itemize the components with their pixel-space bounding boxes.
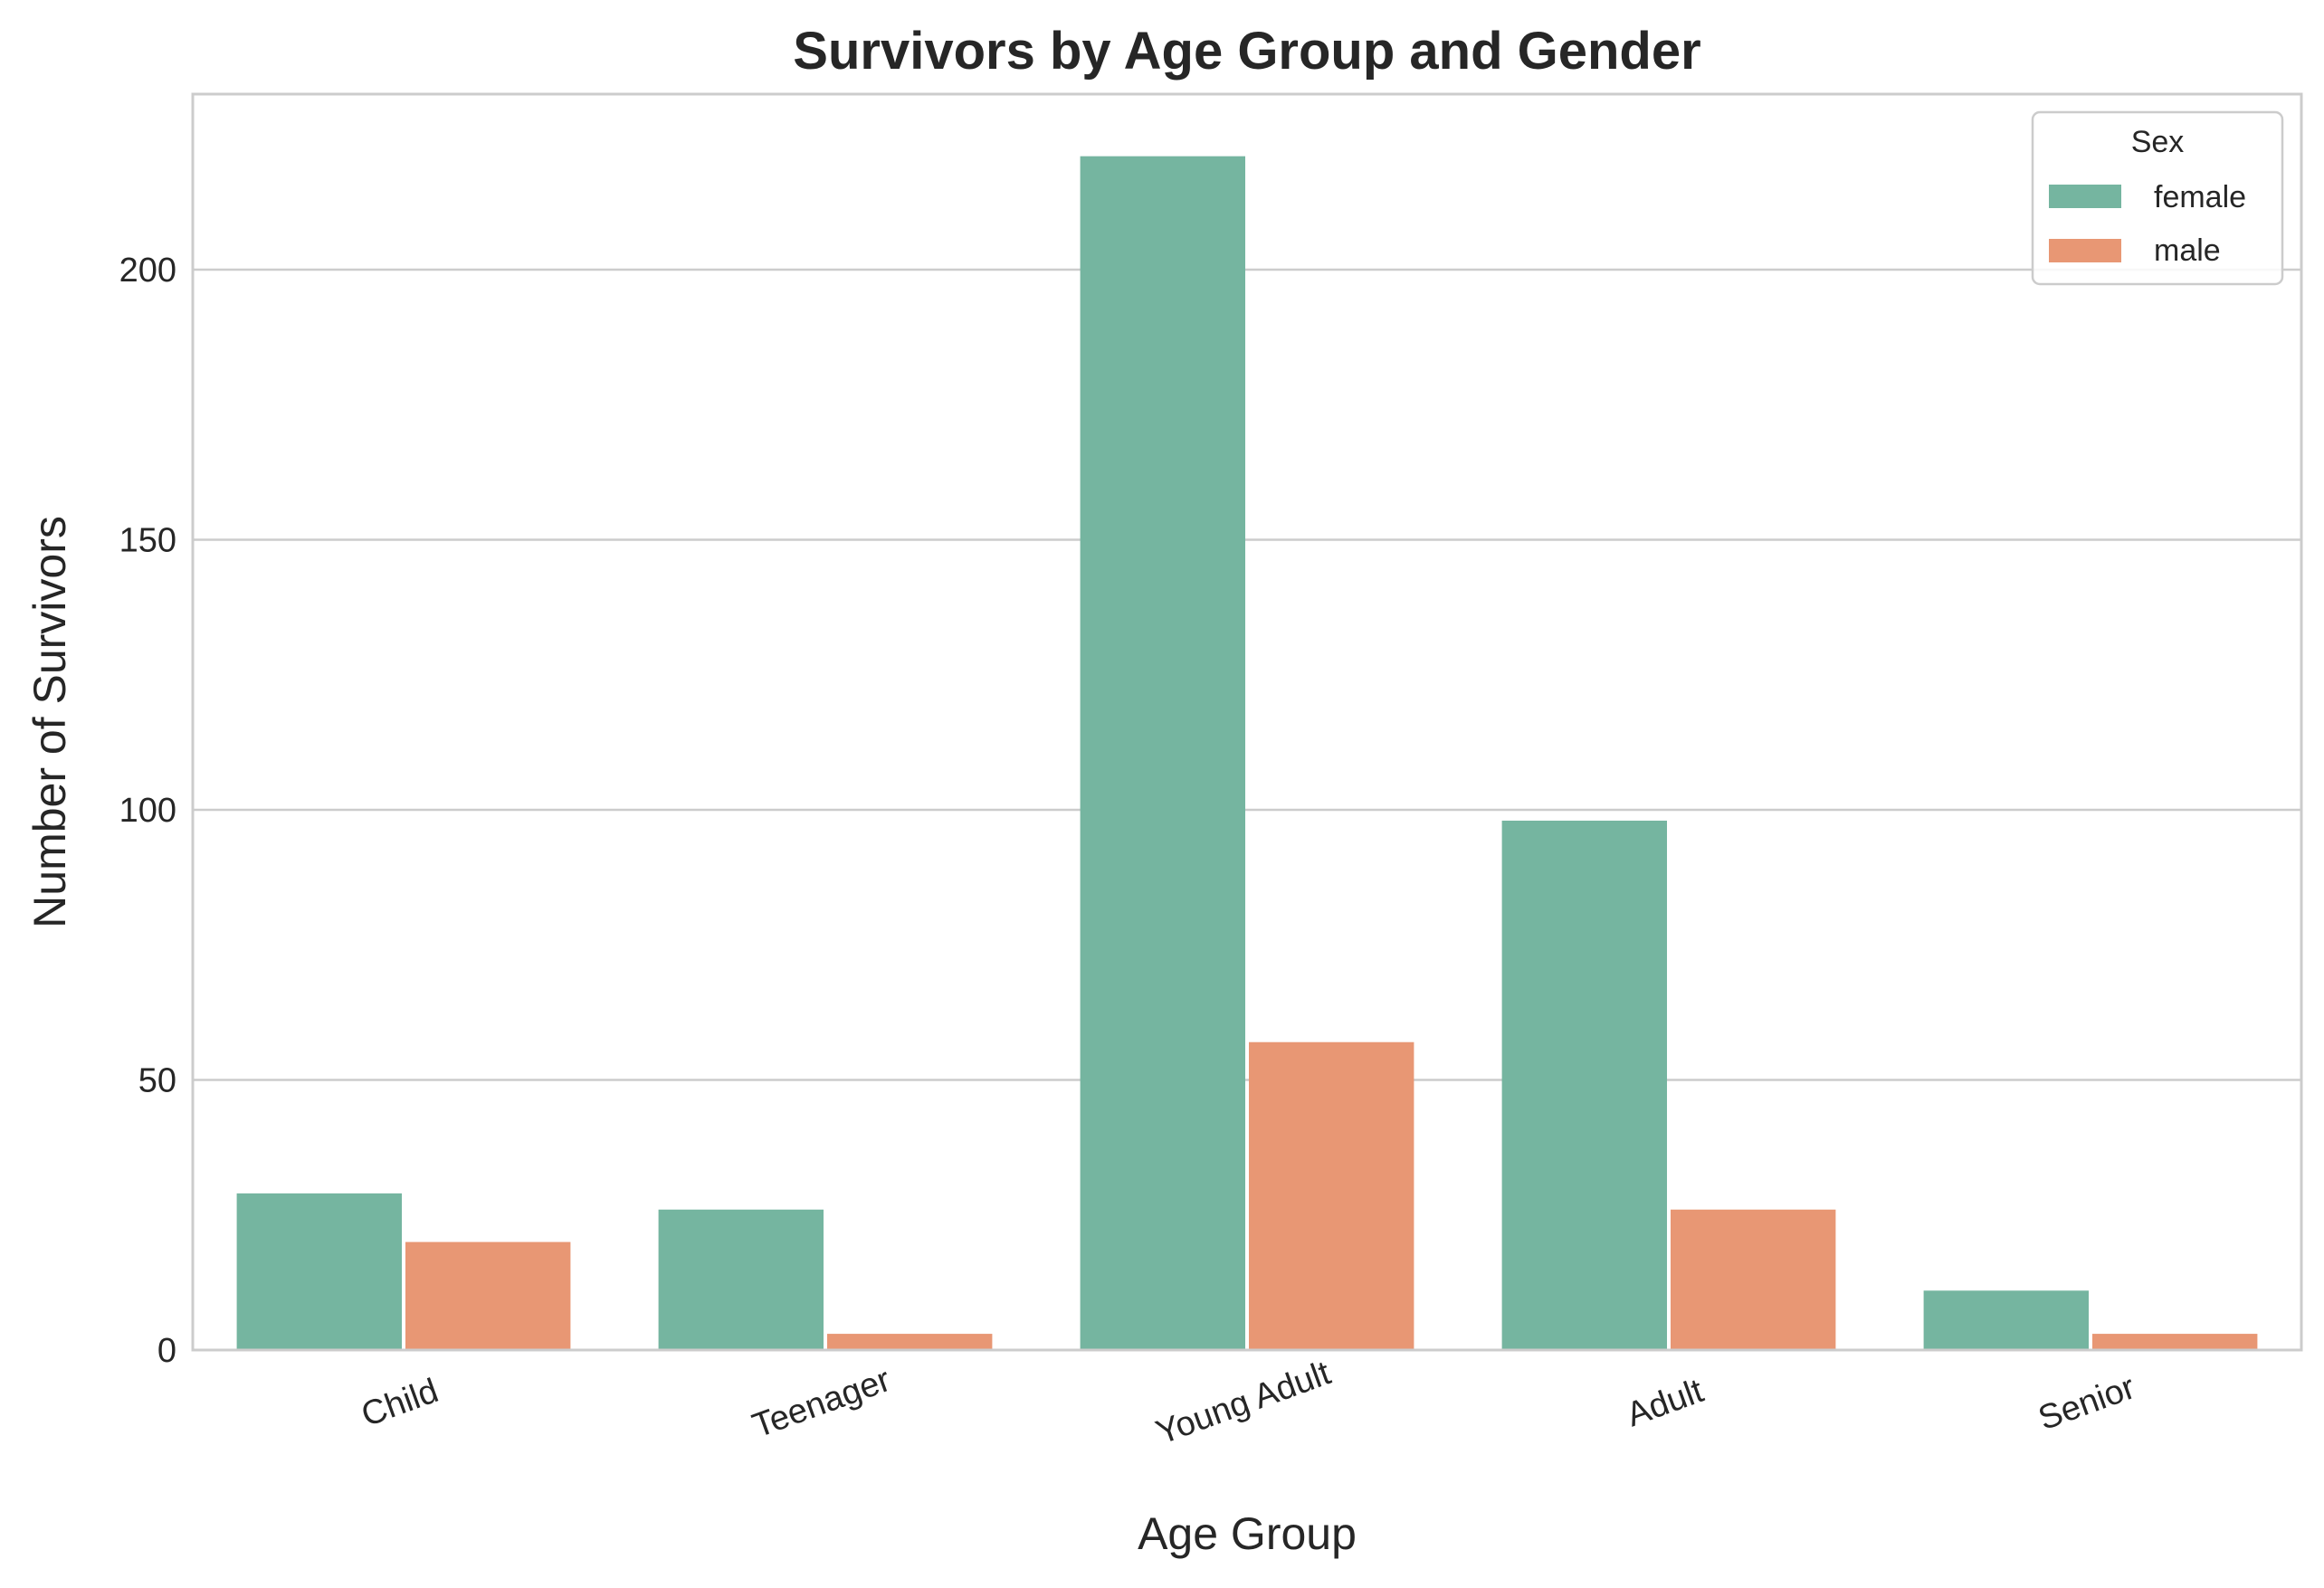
legend-swatch-male xyxy=(2049,239,2121,262)
bar-male-adult xyxy=(1671,1209,1836,1350)
x-tick-label: Young Adult xyxy=(1151,1354,1336,1452)
grid-lines xyxy=(193,268,2301,1352)
y-tick-label: 50 xyxy=(138,1062,176,1100)
bar-male-child xyxy=(405,1241,571,1350)
x-tick-label: Teenager xyxy=(748,1361,896,1446)
plot-frame xyxy=(191,92,2303,1352)
x-tick-label: Adult xyxy=(1622,1372,1709,1434)
bars xyxy=(236,156,2258,1350)
bar-male-senior xyxy=(2092,1334,2258,1350)
bar-female-senior xyxy=(1923,1290,2089,1350)
x-tick-label: Senior xyxy=(2034,1368,2140,1438)
legend-label-female: female xyxy=(2154,180,2246,214)
y-tick-label: 100 xyxy=(119,792,176,830)
legend-title: Sex xyxy=(2131,125,2185,159)
legend: Sex female male xyxy=(2031,110,2284,286)
y-tick-label: 200 xyxy=(119,252,176,290)
y-axis-title: Number of Survivors xyxy=(24,516,75,928)
x-axis-title: Age Group xyxy=(1138,1508,1357,1559)
bar-female-adult xyxy=(1501,820,1667,1350)
bar-female-child xyxy=(236,1193,402,1350)
legend-swatch-female xyxy=(2049,185,2121,208)
chart-title: Survivors by Age Group and Gender xyxy=(793,22,1700,81)
y-axis-ticks: 0 50 100 150 200 xyxy=(119,252,176,1370)
y-tick-label: 0 xyxy=(157,1332,176,1370)
bar-female-teenager xyxy=(658,1209,824,1350)
bar-male-young-adult xyxy=(1249,1041,1414,1350)
bar-male-teenager xyxy=(827,1334,993,1350)
legend-label-male: male xyxy=(2154,233,2221,268)
bar-female-young-adult xyxy=(1080,156,1245,1350)
y-tick-label: 150 xyxy=(119,522,176,560)
x-tick-label: Child xyxy=(357,1372,443,1434)
x-axis-ticks: Child Teenager Young Adult Adult Senior xyxy=(357,1354,2140,1452)
